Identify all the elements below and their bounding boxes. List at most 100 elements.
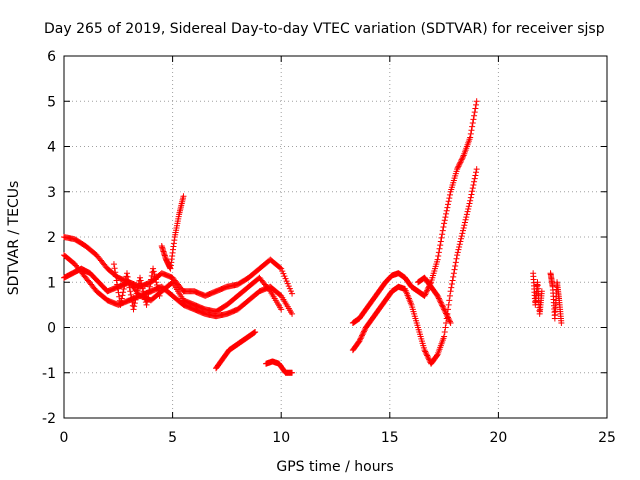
data-point [121,282,128,289]
data-point [441,220,448,227]
data-point [421,347,428,354]
data-point [130,306,137,313]
data-point [438,234,445,241]
data-point [152,276,159,283]
data-point [439,302,446,309]
data-point [442,324,449,331]
data-point [151,271,158,278]
data-point [439,303,446,310]
data-point [462,216,469,223]
data-point [470,116,477,123]
data-point [117,301,124,308]
y-tick-label: 6 [47,49,56,65]
data-point [441,306,448,313]
data-point [120,286,127,293]
data-point [472,105,479,112]
data-point [458,233,465,240]
series-i [349,166,480,367]
data-point [436,296,443,303]
data-point [472,172,479,179]
data-point [123,270,130,277]
data-point [422,290,429,297]
data-point [357,335,364,342]
data-point [435,295,442,302]
data-point [452,259,459,266]
data-point [467,134,474,141]
x-tick-label: 15 [381,430,399,446]
data-point [468,191,475,198]
data-point [471,112,478,119]
data-point [122,279,129,286]
data-point [112,269,119,276]
data-point [140,288,147,295]
data-point [446,318,453,325]
data-point [445,301,452,308]
data-point [443,210,450,217]
data-point [154,284,161,291]
data-point [134,287,141,294]
data-point [465,203,472,210]
data-point [125,281,132,288]
y-tick-label: -1 [42,366,56,382]
data-point [357,336,364,343]
data-point [446,297,453,304]
data-point [127,291,134,298]
data-point [114,281,121,288]
data-point [473,101,480,108]
data-point [471,178,478,185]
y-tick-label: 2 [47,230,56,246]
data-point [422,348,429,355]
data-point [289,310,296,317]
data-point [448,284,455,291]
data-point [424,353,431,360]
y-axis: -2 -1 0 1 2 3 4 5 6 [42,49,607,427]
data-point [459,155,466,162]
x-tick-label: 20 [489,430,507,446]
data-point [150,268,157,275]
data-point [424,352,431,359]
data-point [458,235,465,242]
data-point [436,245,443,252]
y-tick-label: 0 [47,321,56,337]
data-point [453,255,460,262]
data-point [146,287,153,294]
data-point [125,277,132,284]
y-tick-label: -2 [42,411,56,427]
data-point [360,328,367,335]
data-point [458,157,465,164]
data-point [443,207,450,214]
series-j [415,274,454,326]
data-point [359,331,366,338]
data-point [440,224,447,231]
data-points [61,98,565,376]
data-point [447,288,454,295]
x-tick-label: 10 [272,430,290,446]
x-tick-label: 0 [60,430,69,446]
y-tick-label: 5 [47,94,56,110]
data-point [437,299,444,306]
data-point [473,98,480,105]
chart-title: Day 265 of 2019, Sidereal Day-to-day VTE… [44,21,605,37]
data-point [137,274,144,281]
x-axis: 0 5 10 15 20 25 [60,56,616,446]
data-point [459,230,466,237]
data-point [463,214,470,221]
data-point [448,281,455,288]
data-point [471,175,478,182]
data-point [433,352,440,359]
data-point [437,242,444,249]
data-point [439,227,446,234]
data-point [445,315,452,322]
data-point [456,241,463,248]
data-point [434,256,441,263]
data-point [153,279,160,286]
data-point [441,217,448,224]
data-point [558,319,565,326]
data-point [131,303,138,310]
data-point [460,224,467,231]
data-point [147,280,154,287]
data-point [129,299,136,306]
data-point [358,332,365,339]
data-point [440,305,447,312]
